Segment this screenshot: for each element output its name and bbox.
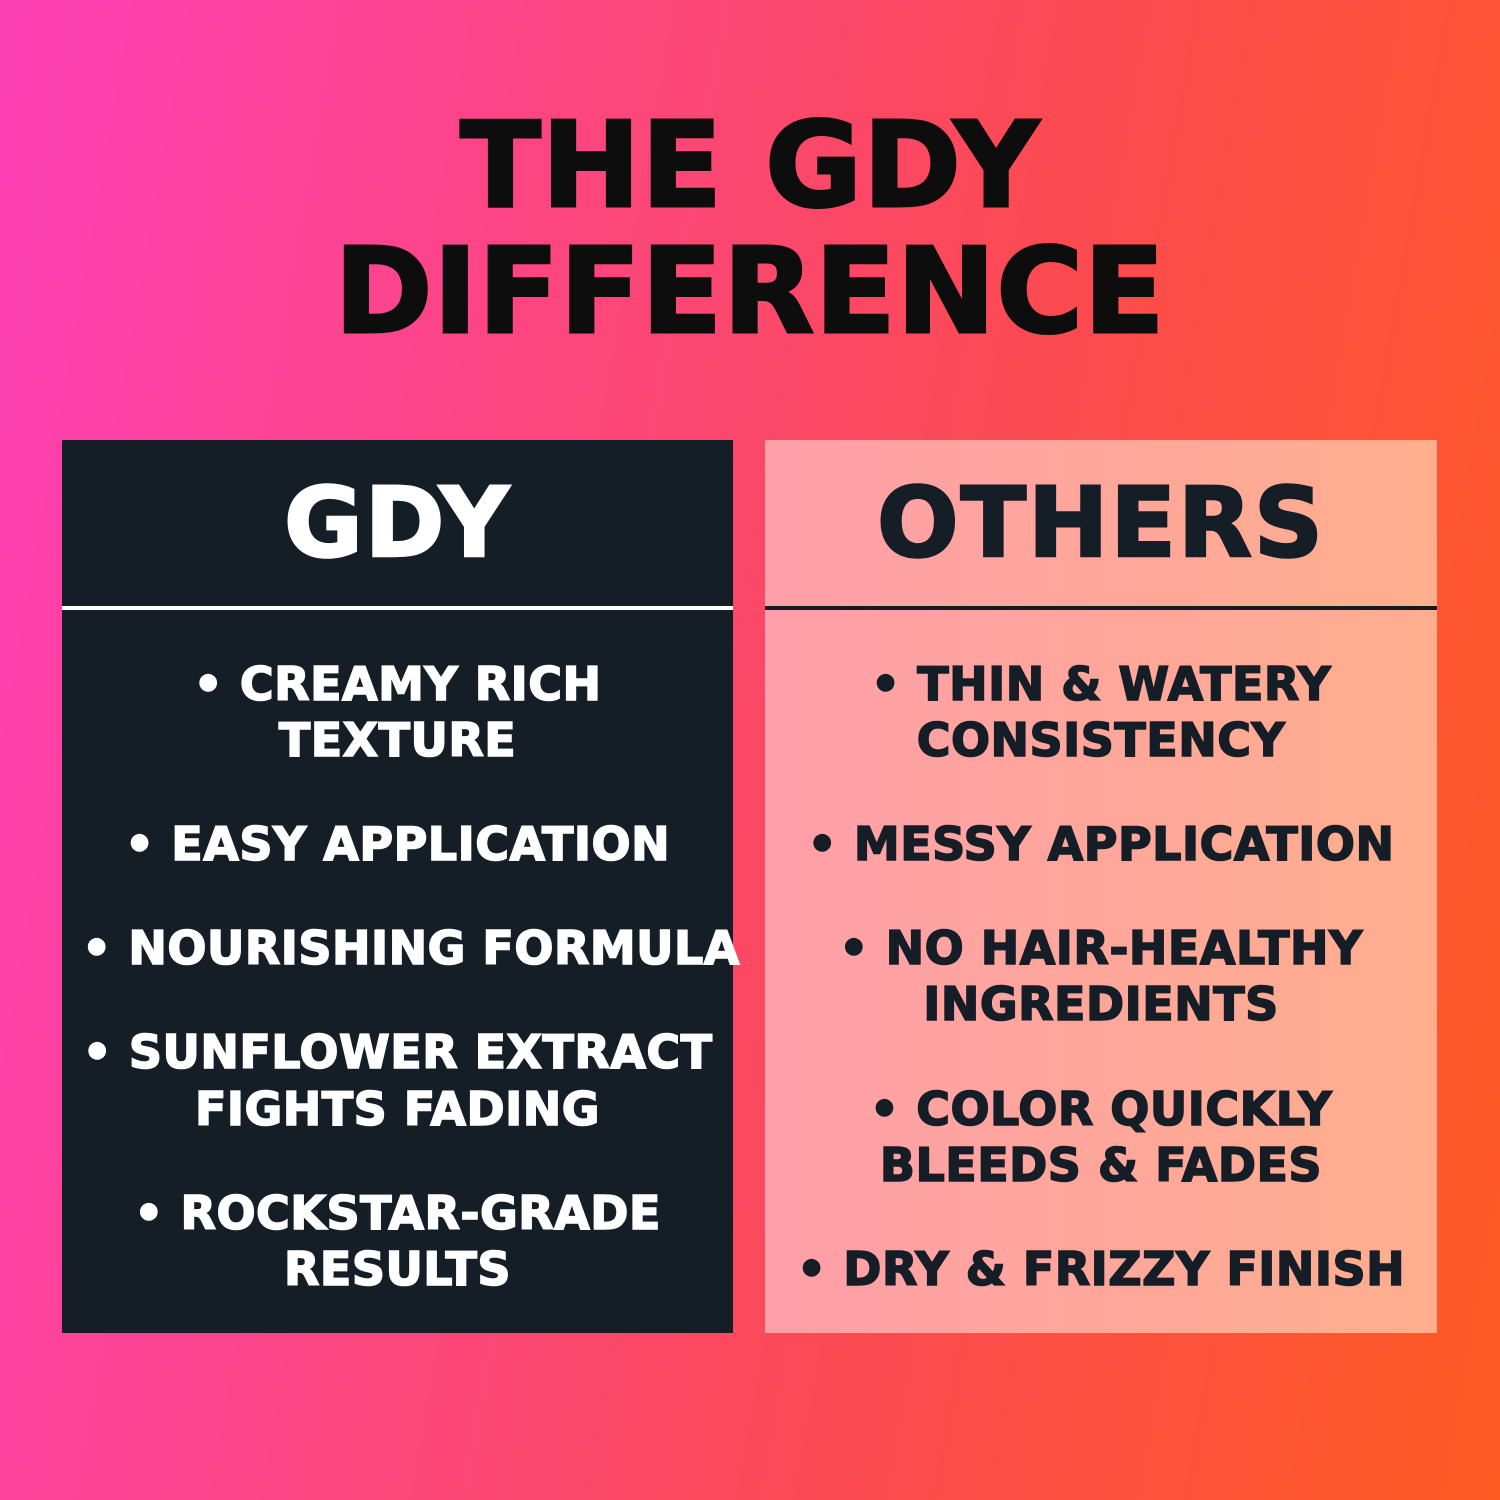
- list-item-line: • THIN & WATERY: [870, 656, 1332, 712]
- list-item-line: FIGHTS FADING: [194, 1081, 601, 1137]
- list-item-line: • MESSY APPLICATION: [807, 816, 1395, 872]
- list-item-line: • ROCKSTAR-GRADE: [133, 1185, 661, 1241]
- page-title: THE GDY DIFFERENCE: [0, 96, 1500, 361]
- list-item: • SUNFLOWER EXTRACT FIGHTS FADING: [82, 1024, 713, 1137]
- others-panel: OTHERS • THIN & WATERY CONSISTENCY • MESSY…: [765, 440, 1437, 1333]
- list-item: • EASY APPLICATION: [82, 816, 713, 872]
- others-panel-title: OTHERS: [876, 466, 1326, 581]
- list-item: • NO HAIR-HEALTHY INGREDIENTS: [785, 920, 1417, 1033]
- gdy-divider: [62, 606, 733, 610]
- list-item-line: CONSISTENCY: [916, 712, 1286, 768]
- gdy-panel-title: GDY: [283, 466, 511, 581]
- list-item: • DRY & FRIZZY FINISH: [785, 1241, 1417, 1297]
- list-item-line: BLEEDS & FADES: [879, 1137, 1323, 1193]
- list-item-line: • CREAMY RICH: [193, 656, 602, 712]
- page-title-line-2: DIFFERENCE: [333, 222, 1166, 361]
- list-item-line: • EASY APPLICATION: [124, 816, 671, 872]
- list-item: • CREAMY RICH TEXTURE: [82, 656, 713, 768]
- list-item: • NOURISHING FORMULA: [81, 920, 740, 977]
- others-feature-list: • THIN & WATERY CONSISTENCY • MESSY APPLIC…: [765, 610, 1437, 1317]
- list-item-line: • COLOR QUICKLY: [869, 1081, 1333, 1137]
- list-item-line: • DRY & FRIZZY FINISH: [796, 1241, 1406, 1297]
- gdy-feature-list: • CREAMY RICH TEXTURE • EASY APPLICATION • …: [62, 610, 740, 1317]
- list-item: • THIN & WATERY CONSISTENCY: [785, 656, 1417, 768]
- list-item-line: • SUNFLOWER EXTRACT: [82, 1025, 713, 1081]
- list-item-line: RESULTS: [283, 1241, 512, 1297]
- others-divider: [765, 606, 1437, 610]
- gdy-panel: GDY • CREAMY RICH TEXTURE • EASY APPLICATI…: [62, 440, 740, 1333]
- list-item: • ROCKSTAR-GRADE RESULTS: [82, 1185, 713, 1297]
- list-item-line: • NOURISHING FORMULA: [81, 921, 740, 977]
- list-item-line: INGREDIENTS: [922, 977, 1279, 1033]
- list-item: • COLOR QUICKLY BLEEDS & FADES: [785, 1081, 1417, 1193]
- list-item-line: • NO HAIR-HEALTHY: [838, 921, 1363, 977]
- list-item: • MESSY APPLICATION: [785, 816, 1417, 872]
- page-title-line-1: THE GDY: [459, 96, 1041, 234]
- list-item-line: TEXTURE: [278, 712, 517, 768]
